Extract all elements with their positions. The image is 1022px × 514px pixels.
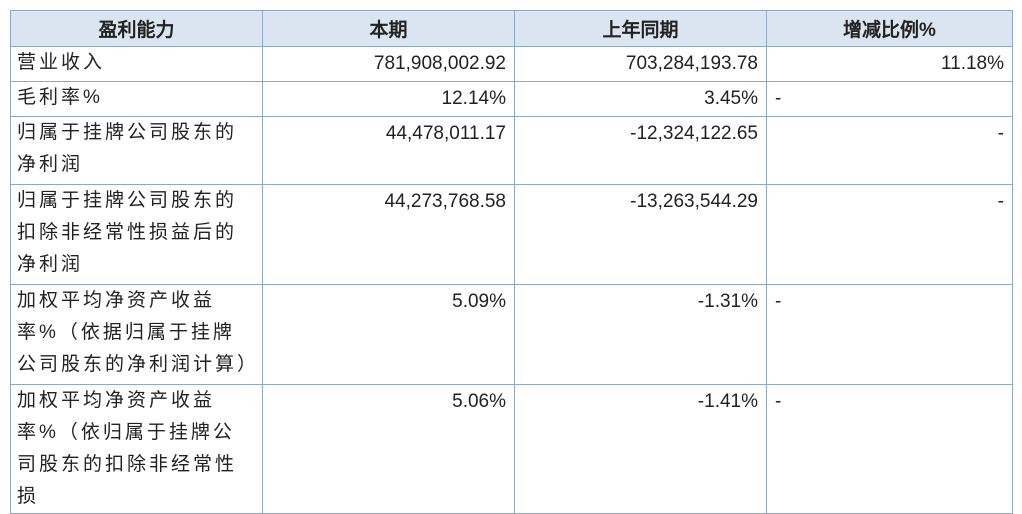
row-label: 归属于挂牌公司股东的净利润 xyxy=(10,116,263,185)
table-cell: 5.06% xyxy=(262,384,515,514)
table-row: 加权平均净资产收益率%（依据归属于挂牌公司股东的净利润计算） 5.09% -1.31… xyxy=(10,284,1013,385)
table-row: 加权平均净资产收益率%（依归属于挂牌公司股东的扣除非经常性损 5.06% -1.41… xyxy=(10,384,1013,514)
table-cell: -12,324,122.65 xyxy=(514,116,767,185)
table-cell: 44,273,768.58 xyxy=(262,184,515,285)
table-row: 毛利率% 12.14% 3.45% - xyxy=(10,81,1013,117)
table-cell: -1.31% xyxy=(514,284,767,385)
table-cell: -1.41% xyxy=(514,384,767,514)
header-cell: 盈利能力 xyxy=(10,10,263,47)
table-cell: - xyxy=(766,384,1013,514)
row-label: 营业收入 xyxy=(10,46,263,82)
header-cell: 上年同期 xyxy=(514,10,767,47)
row-label: 加权平均净资产收益率%（依据归属于挂牌公司股东的净利润计算） xyxy=(10,284,263,385)
table-cell: 44,478,011.17 xyxy=(262,116,515,185)
table-cell: 781,908,002.92 xyxy=(262,46,515,82)
table-cell: 12.14% xyxy=(262,81,515,117)
table-row: 营业收入 781,908,002.92 703,284,193.78 11.18% xyxy=(10,46,1013,82)
table-cell: 3.45% xyxy=(514,81,767,117)
table-cell: - xyxy=(766,81,1013,117)
header-row: 盈利能力 本期 上年同期 增减比例% xyxy=(10,10,1013,47)
header-cell: 增减比例% xyxy=(766,10,1013,47)
header-cell: 本期 xyxy=(262,10,515,47)
table-cell: 703,284,193.78 xyxy=(514,46,767,82)
table-cell: - xyxy=(766,284,1013,385)
row-label: 加权平均净资产收益率%（依归属于挂牌公司股东的扣除非经常性损 xyxy=(10,384,263,514)
page: 盈利能力 本期 上年同期 增减比例% 营业收入 781,908,002.92 703,28… xyxy=(10,10,1013,514)
table-row: 归属于挂牌公司股东的扣除非经常性损益后的净利润 44,273,768.58 -13,… xyxy=(10,184,1013,285)
profitability-table: 盈利能力 本期 上年同期 增减比例% 营业收入 781,908,002.92 703,28… xyxy=(10,10,1013,514)
table-cell: 11.18% xyxy=(766,46,1013,82)
table-cell: -13,263,544.29 xyxy=(514,184,767,285)
table-cell: - xyxy=(766,116,1013,185)
row-label: 归属于挂牌公司股东的扣除非经常性损益后的净利润 xyxy=(10,184,263,285)
table-cell: - xyxy=(766,184,1013,285)
table-row: 归属于挂牌公司股东的净利润 44,478,011.17 -12,324,122.65… xyxy=(10,116,1013,185)
table-cell: 5.09% xyxy=(262,284,515,385)
row-label: 毛利率% xyxy=(10,81,263,117)
